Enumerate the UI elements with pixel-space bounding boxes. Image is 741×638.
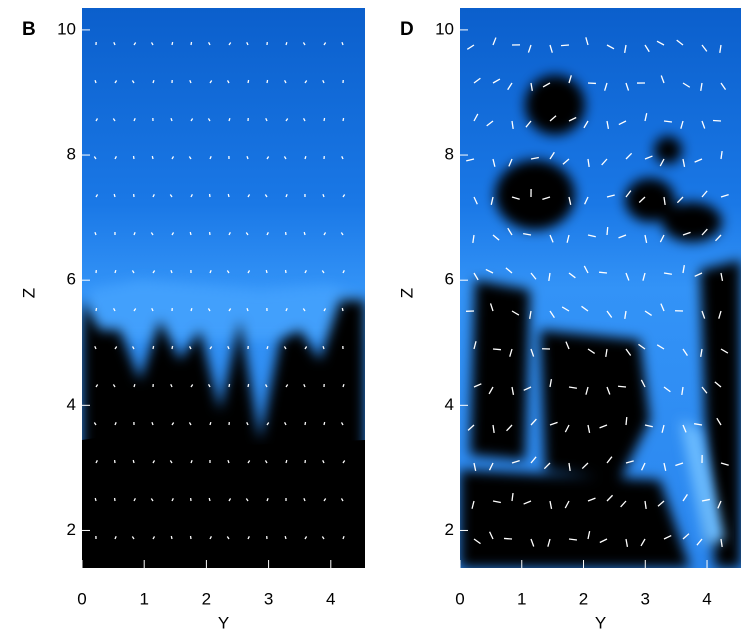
vector-arrow <box>286 460 287 463</box>
y-tick-label: 6 <box>67 270 76 289</box>
vector-arrow <box>561 45 569 46</box>
vector-arrow <box>343 118 344 121</box>
vector-arrow <box>323 346 324 349</box>
y-tick-label: 10 <box>57 19 76 38</box>
vector-arrow <box>304 232 305 235</box>
vector-arrow <box>285 536 286 539</box>
y-tick-label: 4 <box>445 395 454 414</box>
vector-arrow <box>267 80 268 83</box>
x-tick-label: 2 <box>579 589 588 608</box>
vector-arrow <box>342 308 343 311</box>
y-tick-label: 6 <box>445 270 454 289</box>
vector-arrow <box>153 346 154 349</box>
vector-arrow <box>171 118 172 121</box>
vector-arrow <box>343 384 344 387</box>
x-tick-label: 1 <box>139 589 148 608</box>
vector-arrow <box>115 270 116 273</box>
vector-arrow <box>133 460 134 463</box>
x-tick-label: 2 <box>202 589 211 608</box>
vector-arrow <box>190 232 191 235</box>
vector-arrow <box>229 118 230 121</box>
vector-arrow <box>172 346 173 349</box>
panel-label: D <box>400 19 414 40</box>
field-d <box>460 8 741 568</box>
vector-arrow <box>324 422 325 425</box>
panel-label: B <box>22 19 36 40</box>
x-axis-label: Y <box>595 613 606 632</box>
vector-arrow <box>210 422 211 425</box>
vector-arrow <box>504 538 512 539</box>
x-tick-label: 1 <box>517 589 526 608</box>
vector-arrow <box>191 308 192 311</box>
vector-arrow <box>95 498 96 501</box>
vector-arrow <box>286 42 287 45</box>
y-tick-label: 2 <box>445 520 454 539</box>
vector-arrow <box>305 156 306 159</box>
vector-arrow <box>248 384 249 387</box>
vector-arrow <box>228 194 229 197</box>
vector-arrow <box>324 118 325 121</box>
y-tick-label: 2 <box>67 520 76 539</box>
y-tick-label: 10 <box>435 19 454 38</box>
vector-arrow <box>267 346 268 349</box>
vector-arrow <box>599 272 607 273</box>
vector-arrow <box>266 270 267 273</box>
vector-arrow <box>134 384 135 387</box>
x-tick-label: 4 <box>702 589 711 608</box>
vector-arrow <box>114 194 115 197</box>
vector-arrow <box>172 42 173 45</box>
x-tick-label: 3 <box>264 589 273 608</box>
y-tick-label: 4 <box>67 395 76 414</box>
vector-arrow <box>209 498 210 501</box>
y-tick-label: 8 <box>445 145 454 164</box>
vector-arrow <box>607 227 608 235</box>
vector-arrow <box>153 80 154 83</box>
x-tick-label: 0 <box>455 589 464 608</box>
vector-arrow <box>96 308 97 311</box>
vector-arrow <box>171 536 172 539</box>
x-tick-label: 3 <box>641 589 650 608</box>
vector-arrow <box>229 384 230 387</box>
vector-arrow <box>95 80 96 83</box>
vector-arrow <box>248 80 249 83</box>
x-tick-label: 0 <box>77 589 86 608</box>
vector-arrow <box>191 42 192 45</box>
y-axis-label: Z <box>19 288 38 298</box>
field-b <box>82 8 365 568</box>
vector-arrow <box>618 386 626 387</box>
x-tick-label: 4 <box>326 589 335 608</box>
vector-arrow <box>493 349 501 350</box>
y-tick-label: 8 <box>67 145 76 164</box>
y-axis-label: Z <box>397 288 416 298</box>
vector-arrow <box>152 156 153 159</box>
vector-arrow <box>626 417 627 425</box>
x-axis-label: Y <box>218 613 229 632</box>
vector-arrow <box>305 422 306 425</box>
